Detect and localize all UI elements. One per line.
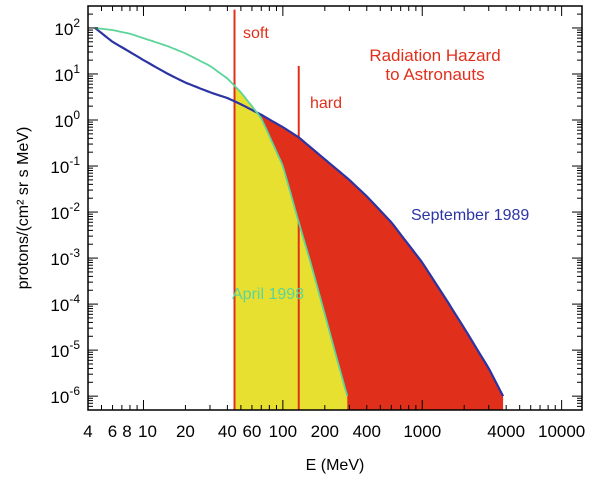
radiation-hazard-label: Radiation Hazard (369, 46, 500, 65)
y-tick-label: 102 (54, 16, 80, 39)
y-tick-label: 10-5 (50, 338, 80, 361)
x-tick-label: 10000 (538, 422, 585, 441)
plot-frame (87, 5, 583, 411)
y-tick-label: 10-4 (50, 292, 80, 315)
x-tick-label: 100 (269, 422, 297, 441)
y-tick-label: 101 (54, 62, 80, 85)
axis-ticks (87, 5, 582, 411)
astronauts-label: to Astronauts (385, 65, 484, 84)
x-tick-label: 400 (353, 422, 381, 441)
x-tick-label: 4000 (487, 422, 525, 441)
x-tick-label: 200 (311, 422, 339, 441)
soft-line-label: soft (243, 25, 269, 42)
hard-line-label: hard (310, 95, 342, 112)
y-tick-labels: 102 101 100 10-1 10-2 10-3 10-4 10-5 10-6 (50, 16, 80, 407)
x-tick-label: 10 (138, 422, 157, 441)
series-line-april-1998 (95, 27, 349, 397)
x-tick-label: 8 (122, 422, 131, 441)
y-tick-label: 10-3 (50, 246, 80, 269)
y-tick-label: 10-6 (50, 384, 80, 407)
x-tick-label: 6 (108, 422, 117, 441)
x-tick-label: 40 (218, 422, 237, 441)
x-tick-label: 4 (83, 422, 92, 441)
shaded-regions (234, 85, 504, 411)
y-tick-label: 100 (54, 108, 80, 131)
x-tick-labels: 4 6 8 10 20 40 60 100 200 400 1000 4000 10000 (83, 422, 585, 441)
y-axis-title: protons/(cm² sr s MeV) (15, 127, 32, 290)
x-tick-label: 1000 (403, 422, 441, 441)
y-tick-label: 10-1 (50, 154, 80, 177)
series-line-september-1989 (94, 27, 505, 397)
series-lines (94, 27, 505, 397)
september-1989-label: September 1989 (411, 207, 529, 224)
vertical-lines (233, 9, 300, 410)
x-tick-label: 60 (242, 422, 261, 441)
y-tick-label: 10-2 (50, 200, 80, 223)
soft-region-fill (234, 85, 348, 411)
x-axis-title: E (MeV) (306, 457, 365, 474)
x-tick-label: 20 (176, 422, 195, 441)
april-1998-label: April 1998 (232, 286, 304, 303)
